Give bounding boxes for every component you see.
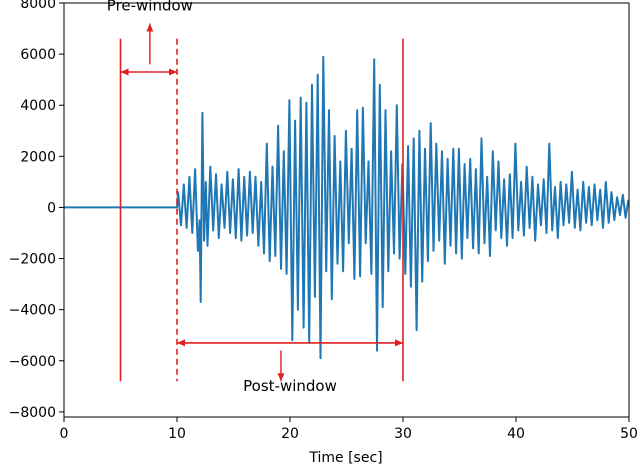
y-tick-label-5: −2000 <box>9 252 56 268</box>
annotation-label-1: Post-window <box>243 377 337 395</box>
y-tick-label-2: 4000 <box>20 98 56 114</box>
y-tick-label-7: −6000 <box>9 354 56 370</box>
x-tick-label-5: 50 <box>620 426 638 442</box>
y-tick-label-4: 0 <box>47 200 56 216</box>
axes: 0 10 20 30 40 50 8000 6000 4000 2000 0 −2000 −4000 −6… <box>9 0 638 442</box>
y-tick-label-0: 8000 <box>20 0 56 12</box>
x-axis-label: Time [sec] <box>308 450 382 466</box>
arrow-head-left-0 <box>120 68 129 76</box>
y-tick-label-8: −8000 <box>9 405 56 421</box>
window-annotations: Pre-window Post-window <box>107 0 404 395</box>
x-tick-label-3: 30 <box>394 426 412 442</box>
pointer-arrow-head-3 <box>277 373 285 382</box>
arrow-head-right-0 <box>169 68 177 76</box>
pointer-arrow-head-1 <box>146 23 154 32</box>
y-tick-label-6: −4000 <box>9 303 56 319</box>
chart-marks <box>64 55 630 360</box>
x-tick-label-0: 0 <box>60 426 69 442</box>
x-tick-label-2: 20 <box>281 426 299 442</box>
arrow-head-left-2 <box>177 339 185 347</box>
arrow-head-right-2 <box>395 339 403 347</box>
plot-frame <box>63 2 630 418</box>
y-tick-label-1: 6000 <box>20 47 56 63</box>
x-tick-label-1: 10 <box>168 426 186 442</box>
x-tick-label-4: 40 <box>507 426 525 442</box>
annotation-label-0: Pre-window <box>107 0 193 15</box>
series-line-0 <box>64 55 630 360</box>
y-tick-label-3: 2000 <box>20 149 56 165</box>
